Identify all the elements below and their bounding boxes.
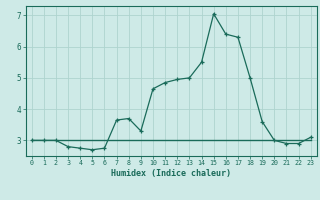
X-axis label: Humidex (Indice chaleur): Humidex (Indice chaleur) (111, 169, 231, 178)
